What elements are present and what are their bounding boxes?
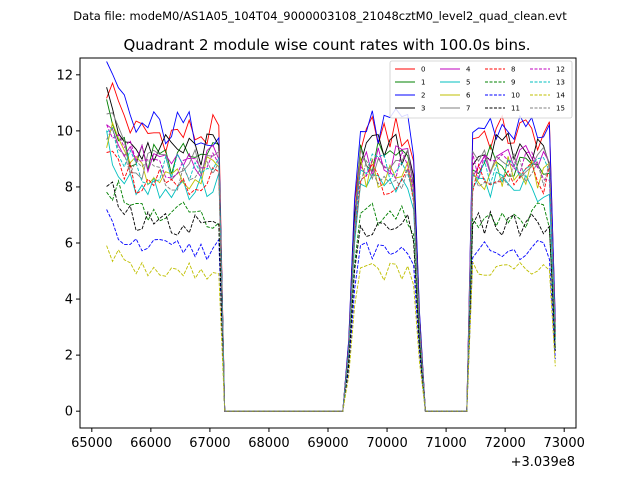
- legend-label: 2: [421, 92, 425, 100]
- legend-label: 9: [511, 79, 515, 87]
- legend-label: 10: [511, 92, 520, 100]
- legend-label: 15: [556, 105, 565, 113]
- x-tick-label: 68000: [248, 436, 289, 451]
- chart-title: Quadrant 2 module wise count rates with …: [123, 36, 530, 54]
- plot-background: [80, 58, 576, 428]
- x-offset-label: +3.039e8: [511, 455, 575, 470]
- legend-label: 1: [421, 79, 425, 87]
- x-tick-label: 67000: [189, 436, 230, 451]
- legend-label: 7: [466, 105, 470, 113]
- y-tick-label: 2: [65, 349, 73, 364]
- x-axis: 65000 66000 67000 68000 69000 70000 71000 72000…: [71, 428, 585, 451]
- y-tick-label: 10: [56, 124, 73, 139]
- series-line-11: [106, 181, 556, 412]
- series-layer: [106, 61, 556, 412]
- y-tick-label: 0: [65, 405, 73, 420]
- x-tick-label: 72000: [484, 436, 525, 451]
- legend-label: 0: [421, 66, 425, 74]
- legend-label: 13: [556, 79, 565, 87]
- x-tick-label: 71000: [425, 436, 466, 451]
- suptitle: Data file: modeM0/AS1A05_104T04_90000031…: [73, 9, 567, 23]
- legend-box: [389, 60, 573, 119]
- y-tick-label: 6: [65, 237, 73, 252]
- legend-label: 5: [466, 79, 470, 87]
- series-line-14: [106, 245, 556, 412]
- legend-label: 6: [466, 92, 471, 100]
- legend-label: 11: [511, 105, 520, 113]
- series-line-15: [106, 126, 556, 412]
- plot-area: [79, 57, 577, 429]
- x-tick-label: 69000: [307, 436, 348, 451]
- x-tick-label: 73000: [544, 436, 585, 451]
- y-tick-label: 12: [56, 68, 73, 83]
- y-tick-label: 8: [65, 180, 73, 195]
- legend-label: 8: [511, 66, 515, 74]
- legend-label: 14: [556, 92, 565, 100]
- legend-label: 12: [556, 66, 565, 74]
- series-line-9: [106, 179, 556, 412]
- legend-label: 4: [466, 66, 471, 74]
- y-axis: 0 2 4 6 8 10 12: [56, 68, 80, 420]
- x-tick-label: 65000: [71, 436, 112, 451]
- x-tick-label: 66000: [130, 436, 171, 451]
- x-tick-label: 70000: [366, 436, 407, 451]
- y-tick-label: 4: [65, 293, 73, 308]
- legend-label: 3: [421, 105, 425, 113]
